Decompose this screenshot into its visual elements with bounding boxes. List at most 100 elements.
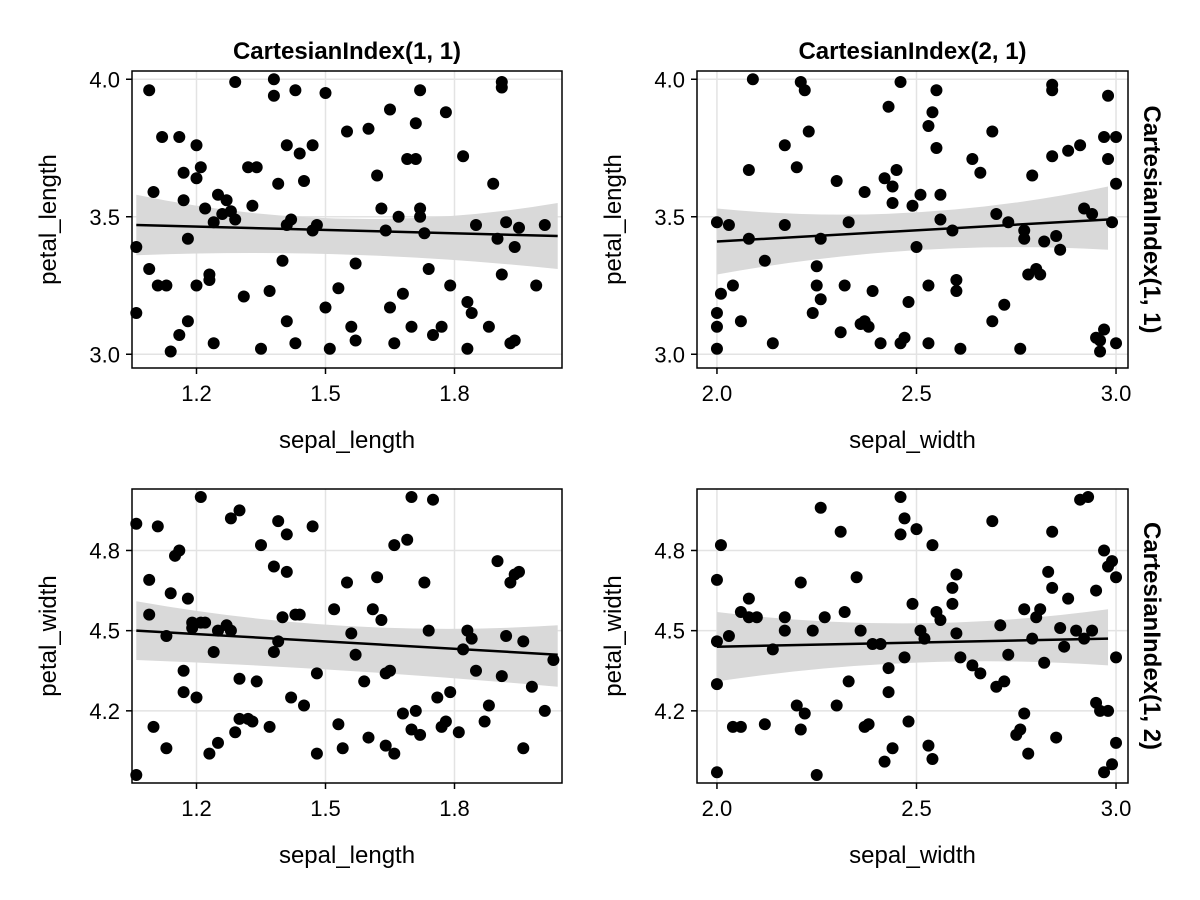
data-point — [229, 76, 242, 88]
data-point — [375, 613, 388, 626]
data-point — [143, 608, 156, 621]
data-point — [164, 587, 177, 600]
data-point — [409, 153, 422, 165]
data-point — [491, 555, 504, 568]
data-point — [207, 216, 220, 229]
data-point — [323, 342, 336, 355]
data-point — [886, 180, 899, 193]
data-point — [1042, 565, 1055, 578]
data-point — [401, 533, 414, 546]
regression-line — [716, 637, 1109, 648]
data-point — [405, 723, 418, 736]
data-point — [465, 632, 478, 645]
data-point — [349, 334, 362, 347]
data-point — [1082, 491, 1095, 504]
data-point — [181, 232, 194, 245]
data-point — [151, 520, 164, 533]
data-point — [332, 282, 345, 295]
data-point — [946, 581, 959, 594]
data-point — [778, 139, 791, 152]
data-point — [778, 624, 791, 637]
data-point — [517, 635, 530, 648]
data-point — [1050, 731, 1063, 744]
data-point — [1106, 216, 1119, 229]
data-point — [203, 268, 216, 281]
data-point — [794, 723, 807, 736]
data-point — [882, 686, 895, 699]
data-point — [1074, 139, 1087, 152]
data-point — [538, 219, 551, 231]
y-tick-label: 4.5 — [654, 619, 685, 644]
panel-4: 2.0 2.5 3.0 4.2 4.5 4.8 sepal_width petal_width… — [600, 488, 1165, 869]
data-point — [1110, 337, 1123, 350]
data-point — [750, 611, 763, 624]
data-point — [470, 219, 482, 231]
data-point — [1018, 603, 1031, 616]
data-point — [220, 194, 233, 207]
data-point — [422, 263, 435, 275]
data-point — [1110, 177, 1123, 190]
y-tick-label: 4.0 — [89, 67, 120, 92]
y-tick-label: 3.0 — [89, 342, 120, 367]
x-axis-label: sepal_width — [849, 427, 976, 454]
data-point — [487, 177, 500, 190]
data-point — [371, 169, 384, 182]
x-tick-label: 2.5 — [901, 796, 932, 821]
data-point — [1018, 232, 1031, 245]
data-point — [263, 285, 276, 297]
data-point — [934, 188, 947, 201]
data-point — [293, 608, 306, 621]
data-point — [246, 715, 259, 728]
data-point — [1038, 235, 1051, 248]
data-point — [388, 747, 401, 760]
data-point — [838, 605, 851, 618]
data-point — [830, 175, 843, 187]
data-point — [319, 87, 332, 99]
data-point — [173, 329, 186, 341]
data-point — [289, 337, 302, 350]
data-point — [224, 624, 237, 637]
data-point — [710, 766, 723, 779]
data-point — [452, 726, 465, 739]
plot-frame — [696, 70, 1129, 369]
data-point — [500, 630, 513, 642]
plot-frame — [131, 488, 563, 784]
data-point — [906, 199, 919, 212]
data-point — [1034, 603, 1047, 616]
data-point — [1086, 624, 1099, 637]
y-axis-label: petal_width — [600, 575, 627, 696]
data-point — [186, 621, 199, 634]
data-point — [834, 326, 847, 339]
x-tick-label: 1.8 — [439, 381, 470, 406]
data-point — [349, 257, 362, 270]
y-tick-label: 4.8 — [654, 538, 685, 563]
data-point — [130, 307, 143, 319]
data-point — [710, 635, 723, 648]
data-point — [233, 712, 246, 725]
x-axis-label: sepal_length — [279, 427, 415, 454]
regression-line — [716, 218, 1109, 243]
data-point — [250, 675, 263, 688]
x-axis-label: sepal_length — [279, 842, 415, 869]
data-point — [151, 279, 164, 292]
data-point — [966, 659, 979, 672]
data-point — [930, 142, 943, 154]
data-point — [508, 241, 521, 253]
y-tick-label: 3.0 — [654, 342, 685, 367]
data-point — [1098, 131, 1111, 143]
data-point — [482, 699, 495, 712]
data-point — [926, 106, 939, 119]
row-label: CartesianIndex(1, 2) — [1138, 522, 1165, 750]
data-point — [806, 307, 819, 319]
data-point — [276, 254, 289, 267]
data-point — [384, 103, 396, 116]
data-point — [854, 624, 867, 637]
data-point — [190, 172, 203, 185]
data-point — [866, 285, 879, 297]
data-point — [285, 691, 298, 704]
data-point — [710, 342, 723, 355]
data-point — [1070, 624, 1083, 637]
data-point — [902, 296, 915, 308]
data-point — [470, 664, 482, 677]
